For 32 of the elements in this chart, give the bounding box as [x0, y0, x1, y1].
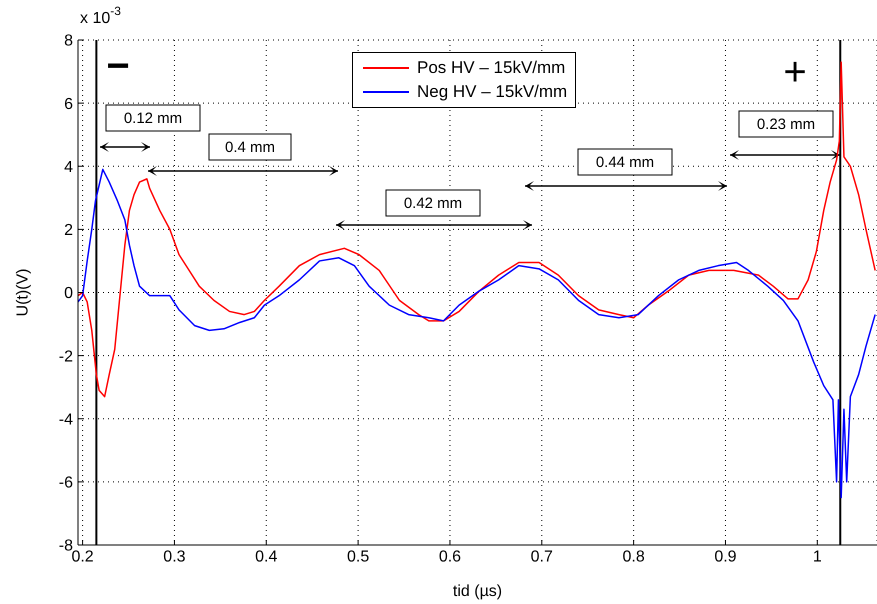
y-tick-label: 0	[64, 285, 74, 302]
y-tick-label: 2	[64, 222, 74, 240]
x-tick-label: 0.7	[530, 548, 554, 566]
annotation: 0.42 mm	[404, 194, 462, 212]
x-tick-label: 0.9	[714, 548, 737, 566]
x-tick-label: 0.5	[346, 548, 370, 566]
x-tick-label: 0.3	[163, 548, 186, 566]
annotation: 0.4 mm	[224, 138, 276, 156]
annotation: +	[783, 50, 807, 94]
line-series	[78, 168, 876, 498]
x-tick-label: 0.6	[438, 548, 462, 566]
y-tick-label: 6	[64, 96, 74, 113]
y-axis-title: U(t)(V)	[14, 268, 32, 316]
line-series	[78, 61, 876, 398]
annotation: 0.23 mm	[756, 116, 816, 132]
x-tick-label: 0.8	[622, 548, 645, 566]
y-tick-label: 8	[64, 32, 74, 50]
x-tick-label: 1	[812, 548, 822, 566]
y-tick-label: -8	[58, 538, 74, 555]
y-tick-label: -6	[58, 474, 74, 492]
annotation: 0.12 mm	[124, 110, 182, 126]
y-tick-label: -2	[58, 348, 74, 366]
legend-label: Neg HV – 15kV/mm	[417, 81, 568, 103]
x-tick-label: 0.4	[255, 548, 278, 566]
y-tick-label: 4	[64, 158, 74, 176]
y-tick-label: -4	[58, 411, 74, 428]
x-tick-label: 0.2	[71, 548, 94, 566]
legend-label: Pos HV – 15kV/mm	[417, 57, 566, 79]
text: x 10$^{-3}$	[80, 4, 122, 26]
annotation: −	[106, 44, 130, 88]
annotation: 0.44 mm	[596, 154, 654, 170]
x-axis-title: tid (µs)	[452, 583, 502, 600]
